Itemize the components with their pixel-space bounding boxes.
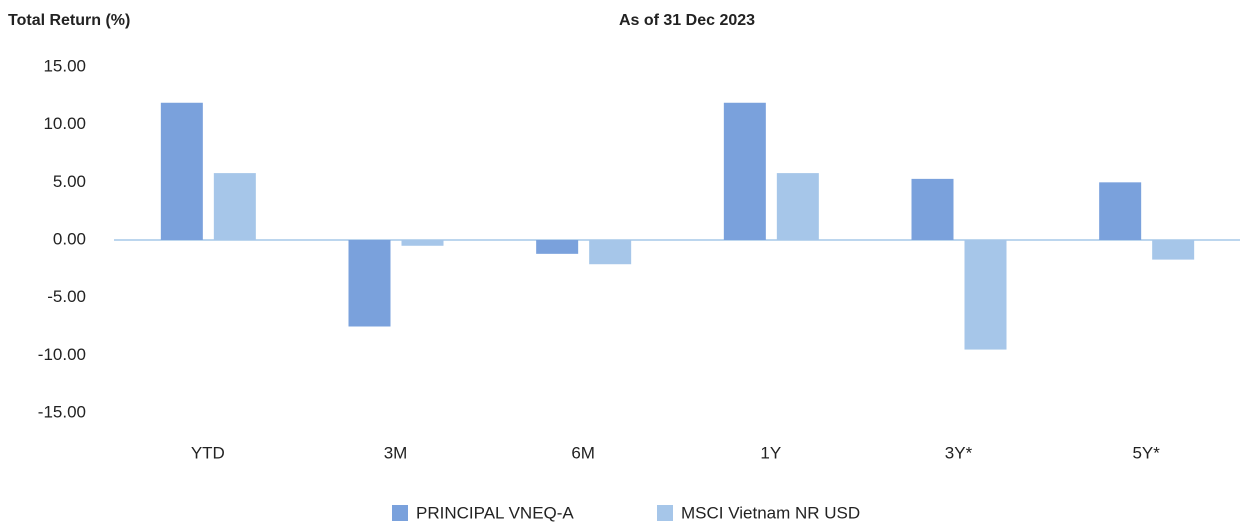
chart-subtitle: As of 31 Dec 2023 xyxy=(619,12,755,29)
x-tick-label: 6M xyxy=(571,443,595,462)
y-tick-label: 10.00 xyxy=(43,114,86,133)
y-tick-label: 0.00 xyxy=(53,229,86,248)
bar xyxy=(160,102,203,241)
bar xyxy=(911,178,954,240)
bar xyxy=(536,240,579,254)
bar xyxy=(401,240,444,246)
legend-swatch xyxy=(657,505,673,521)
bar xyxy=(776,173,819,240)
legend-label: PRINCIPAL VNEQ-A xyxy=(416,503,574,522)
bar xyxy=(723,102,766,241)
bar xyxy=(348,240,391,327)
bar xyxy=(1099,182,1142,240)
y-tick-label: 5.00 xyxy=(53,172,86,191)
y-tick-label: -5.00 xyxy=(47,287,86,306)
y-tick-label: -15.00 xyxy=(38,402,86,421)
legend-label: MSCI Vietnam NR USD xyxy=(681,503,860,522)
x-tick-label: 3Y* xyxy=(945,443,973,462)
x-tick-label: 3M xyxy=(384,443,408,462)
y-tick-label: -10.00 xyxy=(38,345,86,364)
y-tick-label: 15.00 xyxy=(43,56,86,75)
x-tick-label: YTD xyxy=(191,443,225,462)
x-tick-label: 1Y xyxy=(760,443,781,462)
x-tick-label: 5Y* xyxy=(1132,443,1160,462)
bar xyxy=(213,173,256,240)
chart-title: Total Return (%) xyxy=(8,12,130,29)
bar xyxy=(964,240,1007,350)
bar xyxy=(1152,240,1195,260)
bar xyxy=(589,240,632,265)
legend-swatch xyxy=(392,505,408,521)
